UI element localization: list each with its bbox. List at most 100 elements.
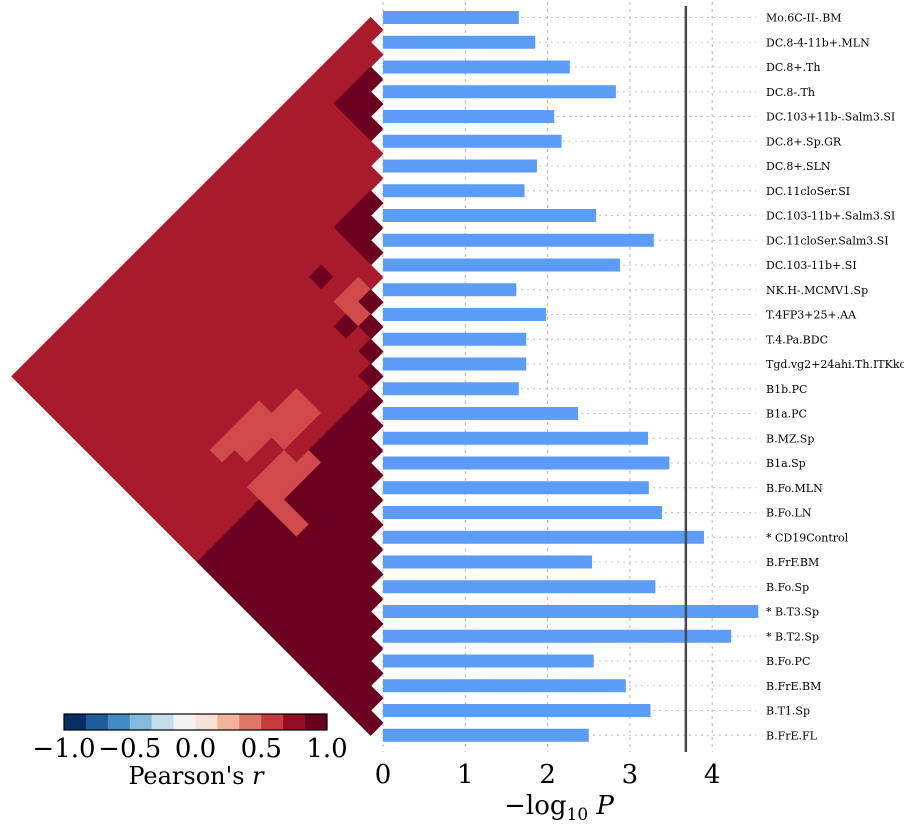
colorbar-swatch	[64, 714, 87, 730]
colorbar-tick-labels: −1.0 −0.5 0.0 0.5 1.0	[32, 734, 347, 764]
bar	[383, 110, 555, 123]
x-tick-label: 4	[704, 760, 721, 790]
cell-type-label: DC.103+11b-.Salm3.SI	[766, 111, 895, 124]
colorbar-tick-label: −0.5	[98, 734, 161, 764]
bar	[383, 704, 651, 717]
correlation-heatmap	[11, 16, 384, 736]
cell-type-label: B.MZ.Sp	[766, 432, 814, 445]
cell-type-label: B1a.PC	[766, 408, 807, 421]
heatmap-cell	[357, 709, 384, 736]
cell-type-label: DC.8+.SLN	[766, 160, 831, 173]
colorbar-swatch	[261, 714, 284, 730]
colorbar-label: Pearson's r	[128, 762, 265, 790]
bar	[383, 11, 519, 24]
colorbar-label-variable: r	[252, 762, 265, 790]
vertical-gridlines	[382, 2, 713, 752]
cell-type-label: B.FrF.BM	[766, 556, 819, 569]
bar	[383, 629, 732, 643]
colorbar-tick-label: 1.0	[306, 734, 347, 764]
bar	[383, 605, 759, 618]
bar	[383, 506, 662, 519]
cell-type-label: DC.8-4-11b+.MLN	[766, 36, 870, 49]
cell-type-label: NK.H-.MCMV1.Sp	[766, 284, 868, 297]
cell-type-label: * B.T3.Sp	[766, 606, 819, 619]
bar	[383, 134, 562, 148]
bar	[383, 258, 621, 272]
colorbar-tick-label: 0.0	[175, 734, 216, 764]
cell-type-label: B1a.Sp	[766, 457, 806, 470]
bar	[383, 431, 649, 445]
bar	[383, 481, 649, 495]
colorbar-swatch	[85, 714, 109, 730]
cell-type-label: B1b.PC	[766, 383, 807, 396]
bar	[383, 85, 616, 99]
x-axis-label-subscript: 10	[567, 805, 589, 825]
bar	[383, 456, 670, 470]
bar	[383, 184, 525, 198]
cell-type-label: B.FrE.BM	[766, 680, 821, 693]
cell-type-label: T.4FP3+25+.AA	[766, 309, 857, 322]
colorbar-swatch	[217, 714, 240, 730]
bar	[383, 233, 654, 247]
cell-type-label: B.T1.Sp	[766, 705, 810, 718]
bar	[383, 308, 546, 321]
x-tick-label: 0	[375, 760, 392, 790]
x-axis-label-prefix: −log	[504, 791, 566, 821]
cell-type-label: DC.11cloSer.SI	[766, 185, 850, 198]
colorbar-swatch	[195, 714, 218, 730]
colorbar-frame	[63, 713, 328, 731]
colorbar: −1.0 −0.5 0.0 0.5 1.0 Pearson's r	[32, 713, 348, 790]
bar	[383, 283, 517, 297]
colorbar-swatch	[151, 714, 175, 730]
cell-type-label: B.Fo.LN	[766, 507, 812, 520]
x-tick-label: 2	[539, 760, 556, 790]
bar	[383, 159, 537, 173]
bar	[383, 209, 597, 222]
cell-type-label: DC.103-11b+.SI	[766, 259, 857, 272]
cell-type-labels: Mo.6C-II-.BM DC.8-4-11b+.MLN DC.8+.Th DC.8-…	[766, 12, 904, 743]
bar	[383, 332, 527, 346]
cell-type-label: DC.11cloSer.Salm3.SI	[766, 234, 889, 247]
bar	[383, 530, 704, 544]
cell-type-label: DC.8-.Th	[766, 86, 815, 99]
cell-type-label: Mo.6C-II-.BM	[766, 12, 842, 25]
x-tick-label: 3	[622, 760, 639, 790]
colorbar-tick-label: 0.5	[241, 734, 282, 764]
cell-type-label: DC.8+.Th	[766, 61, 820, 74]
x-tick-labels: 0 1 2 3 4	[375, 760, 721, 790]
cell-type-label: * CD19Control	[766, 531, 849, 544]
cell-type-label: DC.103-11b+.Salm3.SI	[766, 210, 895, 223]
cell-type-label: B.Fo.Sp	[766, 581, 809, 594]
bar	[383, 580, 656, 594]
colorbar-swatch	[107, 714, 131, 730]
colorbar-swatch	[283, 714, 306, 730]
bar	[383, 555, 593, 569]
row-guide-lines	[383, 17, 756, 736]
bar	[383, 407, 579, 420]
cell-type-label: * B.T2.Sp	[766, 630, 819, 643]
x-tick-label: 1	[457, 760, 474, 790]
bar	[383, 357, 527, 371]
bar	[383, 60, 570, 74]
bar	[383, 35, 536, 49]
bar-chart: 0 1 2 3 4 Mo.6C-II-.BM DC.8-4-11b+.MLN DC.8+.T…	[375, 2, 904, 825]
cell-type-label: DC.8+.Sp.GR	[766, 135, 842, 148]
colorbar-label-text: Pearson's	[128, 762, 252, 790]
bar	[383, 679, 626, 693]
bar	[383, 728, 589, 742]
x-axis-label-variable: P	[588, 791, 614, 821]
cell-type-label: Tgd.vg2+24ahi.Th.ITKko	[766, 358, 904, 371]
colorbar-cells	[64, 714, 328, 730]
bars	[383, 11, 759, 742]
bar	[383, 382, 519, 396]
colorbar-tick-label: −1.0	[32, 734, 95, 764]
colorbar-swatch	[239, 714, 262, 730]
bar	[383, 654, 594, 668]
x-axis-label: −log10 P	[504, 791, 614, 825]
cell-type-label: B.Fo.PC	[766, 655, 810, 668]
colorbar-swatch	[129, 714, 153, 730]
colorbar-swatch	[305, 714, 328, 730]
cell-type-label: T.4.Pa.BDC	[766, 333, 828, 346]
cell-type-label: B.FrE.FL	[766, 729, 818, 742]
